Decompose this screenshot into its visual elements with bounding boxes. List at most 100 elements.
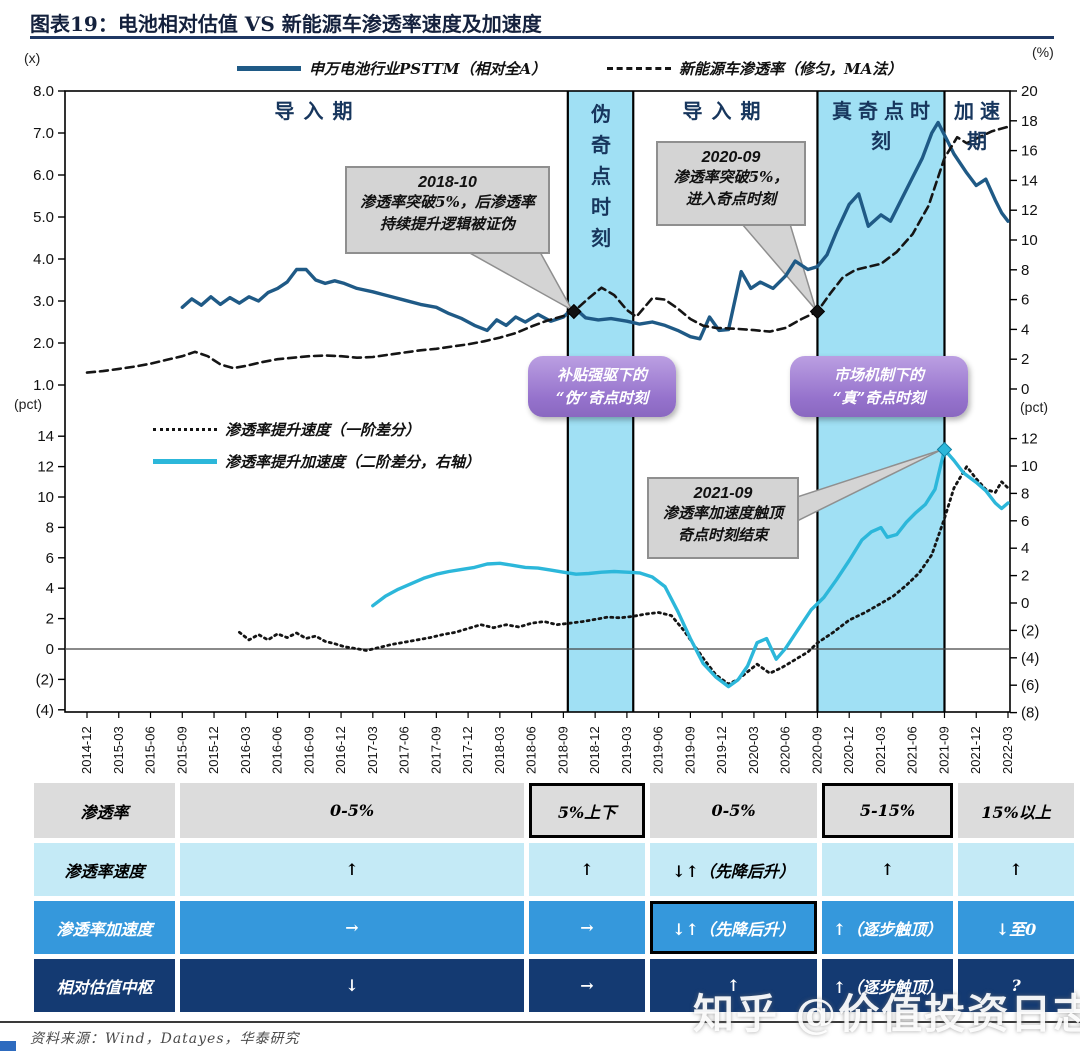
purple-false-line1: 补贴强驱下的 <box>556 365 647 384</box>
table-cell: ↓至0 <box>958 901 1074 954</box>
table-cell: ↓↑（先降后升） <box>650 843 817 896</box>
table-cell: ↑（逐步触顶） <box>822 959 953 1012</box>
y-tick-label: 2.0 <box>33 335 54 352</box>
x-tick-label: 2019-09 <box>682 726 697 774</box>
x-tick-label: 2020-03 <box>746 726 761 774</box>
y-tick-label: 14 <box>37 428 54 445</box>
x-tick-label: 2017-03 <box>365 726 380 774</box>
x-tick-label: 2016-06 <box>270 726 285 774</box>
y-tick-label: (2) <box>36 671 54 688</box>
y-tick-label: 14 <box>1021 172 1038 189</box>
purple-false-line2: “伪”奇点时刻 <box>555 388 649 407</box>
y-tick-label: 4.0 <box>33 251 54 268</box>
x-tick-label: 2018-12 <box>587 726 602 774</box>
x-tick-label: 2019-06 <box>651 726 666 774</box>
y-tick-label: 0 <box>1021 381 1029 398</box>
footer-divider <box>0 1021 1080 1023</box>
x-tick-label: 2019-12 <box>714 726 729 774</box>
callout-2021-09: 2021-09 渗透率加速度触顶 奇点时刻结束 <box>647 477 799 559</box>
y-tick-label: (6) <box>1021 677 1039 694</box>
y-tick-label: 6 <box>46 550 54 567</box>
y-tick-label: 0 <box>46 641 54 658</box>
y-tick-label: 12 <box>1021 431 1038 448</box>
y-tick-label: 8 <box>1021 485 1029 502</box>
x-tick-label: 2016-12 <box>333 726 348 774</box>
phase-label-false-singularity: 伪奇点时刻 <box>591 102 611 250</box>
y-tick-label: 0 <box>1021 595 1029 612</box>
x-tick-label: 2017-06 <box>397 726 412 774</box>
legend-penetration-label: 新能源车渗透率（修匀，MA法） <box>679 59 903 78</box>
bottom-left-axis-unit: (pct) <box>14 396 42 412</box>
y-tick-label: 4 <box>1021 540 1029 557</box>
table-row-label: 渗透率加速度 <box>34 901 175 954</box>
y-tick-label: 10 <box>1021 232 1038 249</box>
acceleration-line-swatch <box>153 458 217 464</box>
y-tick-label: (2) <box>1021 622 1039 639</box>
table-cell: ↓ <box>180 959 524 1012</box>
y-tick-label: 12 <box>1021 202 1038 219</box>
y-tick-label: 2 <box>1021 568 1029 585</box>
callout-pointer <box>465 251 574 312</box>
x-tick-label: 2015-03 <box>111 726 126 774</box>
event-marker <box>566 303 582 320</box>
table-cell: ↑ <box>650 959 817 1012</box>
purple-box-false-singularity: 补贴强驱下的 “伪”奇点时刻 <box>528 356 676 417</box>
table-cell: ↓↑（先降后升） <box>650 901 817 954</box>
callout-2021-09-line2: 奇点时刻结束 <box>677 525 768 544</box>
table-cell: 15%以上 <box>958 783 1074 838</box>
x-tick-label: 2016-09 <box>301 726 316 774</box>
x-tick-label: 2020-12 <box>841 726 856 774</box>
legend-penetration: 新能源车渗透率（修匀，MA法） <box>607 58 902 78</box>
x-tick-label: 2021-09 <box>936 726 951 774</box>
purple-true-line2: “真”奇点时刻 <box>832 388 926 407</box>
y-tick-label: 4 <box>1021 321 1029 338</box>
y-tick-label: 10 <box>37 489 54 506</box>
x-tick-label: 2017-09 <box>428 726 443 774</box>
corner-decoration <box>0 1041 16 1051</box>
y-tick-label: 8 <box>46 519 54 536</box>
table-cell: ↑ <box>958 843 1074 896</box>
purple-box-true-singularity: 市场机制下的 “真”奇点时刻 <box>790 356 968 417</box>
table-cell: 5-15% <box>822 783 953 838</box>
callout-2020-09-line1: 渗透率突破5%， <box>673 168 789 186</box>
penetration-line-swatch <box>607 66 671 70</box>
legend-speed: 渗透率提升速度（一阶差分） <box>153 419 420 439</box>
y-tick-label: 10 <box>1021 458 1038 475</box>
speed-line-swatch <box>153 427 217 431</box>
table-cell: ↑ <box>822 843 953 896</box>
callout-2018-10-line1: 渗透率突破5%，后渗透率 <box>360 193 535 211</box>
bottom-right-axis-unit: (pct) <box>1020 399 1048 415</box>
x-tick-label: 2020-09 <box>809 726 824 774</box>
x-tick-label: 2018-09 <box>555 726 570 774</box>
figure-number: 图表19： <box>30 12 118 36</box>
legend-acceleration-label: 渗透率提升加速度（二阶差分，右轴） <box>225 452 481 471</box>
y-tick-label: (8) <box>1021 705 1039 722</box>
y-tick-label: 1.0 <box>33 377 54 394</box>
table-cell: → <box>529 901 645 954</box>
top-right-axis-unit: (%) <box>1032 44 1054 60</box>
y-tick-label: 2 <box>1021 351 1029 368</box>
callout-2021-09-line1: 渗透率加速度触顶 <box>662 504 783 522</box>
table-cell: ? <box>958 959 1074 1012</box>
y-tick-label: 8.0 <box>33 83 54 100</box>
x-tick-label: 2015-09 <box>174 726 189 774</box>
y-tick-label: (4) <box>1021 650 1039 667</box>
penetration-phase-table: 渗透率 0-5% 5%上下 0-5% 5-15% 15%以上 渗透率速度 ↑ ↑ ↓↑（先降后升）… <box>0 783 1080 1012</box>
table-cell: 0-5% <box>650 783 817 838</box>
y-tick-label: 5.0 <box>33 209 54 226</box>
x-tick-label: 2021-12 <box>968 726 983 774</box>
y-tick-label: 16 <box>1021 143 1038 160</box>
x-tick-label: 2015-06 <box>143 726 158 774</box>
y-tick-label: (4) <box>36 702 54 719</box>
x-tick-label: 2015-12 <box>206 726 221 774</box>
x-tick-label: 2020-06 <box>778 726 793 774</box>
plot-frame <box>64 90 1011 713</box>
callout-2020-09-date: 2020-09 <box>701 149 761 166</box>
table-cell: 0-5% <box>180 783 524 838</box>
y-tick-label: 8 <box>1021 262 1029 279</box>
page-title: 图表19：电池相对估值 VS 新能源车渗透率速度及加速度 <box>30 8 542 37</box>
x-tick-label: 2016-03 <box>238 726 253 774</box>
legend-psttm-label: 申万电池行业PSTTM（相对全A） <box>309 59 547 78</box>
callout-2020-09-line2: 进入奇点时刻 <box>685 189 776 208</box>
event-marker <box>809 303 826 320</box>
